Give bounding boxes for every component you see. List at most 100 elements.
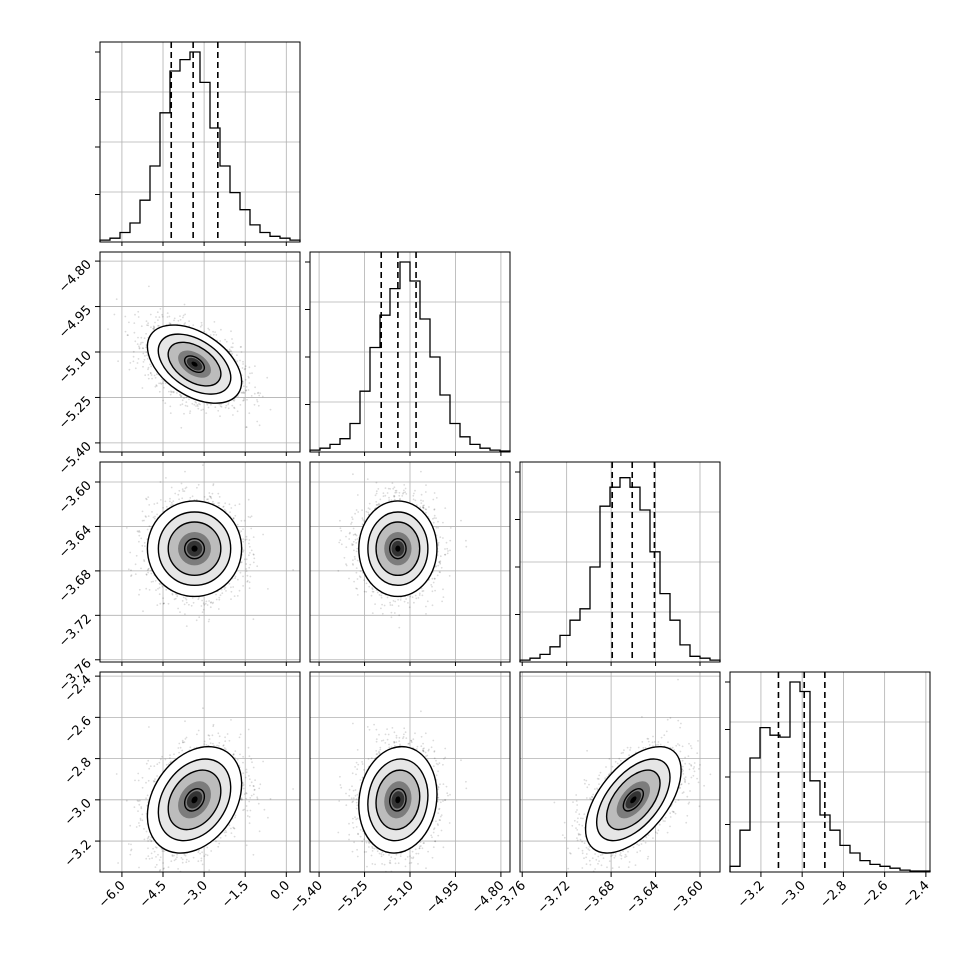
scatter-point	[163, 386, 165, 389]
scatter-point	[137, 358, 140, 360]
scatter-point	[199, 325, 202, 328]
scatter-point	[245, 535, 248, 538]
scatter-point	[159, 499, 162, 501]
scatter-point	[185, 601, 188, 604]
scatter-point	[134, 563, 137, 566]
scatter-point	[140, 336, 143, 339]
scatter-point	[169, 500, 171, 503]
scatter-point	[137, 336, 139, 339]
scatter-point	[140, 567, 142, 570]
scatter-point	[146, 357, 149, 360]
scatter-point	[197, 407, 200, 410]
scatter-point	[239, 359, 241, 362]
scatter-point	[151, 511, 153, 513]
scatter-point	[249, 552, 251, 554]
scatter-point	[179, 318, 182, 321]
scatter-point	[215, 334, 218, 336]
scatter-point	[183, 323, 186, 326]
scatter-point	[229, 511, 231, 514]
scatter-point	[155, 385, 158, 387]
scatter-point	[217, 492, 220, 495]
scatter-point	[188, 320, 190, 322]
scatter-point	[228, 582, 231, 585]
scatter-point	[354, 558, 356, 560]
scatter-point	[148, 285, 150, 288]
scatter-point	[200, 324, 203, 326]
scatter-point	[339, 527, 342, 530]
scatter-point	[223, 588, 226, 590]
scatter-point	[200, 409, 203, 411]
density-level	[191, 545, 198, 552]
scatter-point	[431, 585, 433, 588]
scatter-point	[153, 503, 156, 505]
scatter-point	[158, 586, 161, 589]
scatter-point	[249, 563, 252, 566]
scatter-point	[147, 567, 150, 570]
scatter-point	[139, 343, 142, 346]
scatter-point	[204, 602, 207, 605]
scatter-point	[420, 470, 422, 473]
scatter-point	[242, 585, 245, 587]
scatter-point	[176, 595, 179, 598]
scatter-point	[165, 477, 167, 479]
scatter-point	[257, 391, 260, 394]
scatter-point	[158, 582, 161, 585]
scatter-point	[143, 560, 146, 563]
scatter-point	[168, 315, 171, 318]
scatter-point	[159, 481, 162, 483]
scatter-point	[375, 481, 378, 484]
scatter-point	[357, 511, 360, 513]
scatter-point	[215, 593, 217, 596]
scatter-point	[183, 303, 186, 306]
scatter-point	[340, 529, 343, 532]
scatter-point	[195, 401, 198, 404]
scatter-point	[256, 420, 259, 423]
scatter-point	[149, 313, 152, 316]
scatter-point	[365, 582, 368, 585]
scatter-point	[170, 504, 172, 506]
scatter-point	[181, 399, 184, 402]
scatter-point	[185, 598, 188, 601]
scatter-point	[159, 308, 162, 310]
scatter-point	[184, 313, 186, 316]
scatter-point	[179, 611, 181, 613]
scatter-point	[225, 404, 228, 407]
scatter-point	[155, 589, 157, 591]
scatter-point	[244, 367, 247, 370]
scatter-point	[182, 490, 184, 492]
scatter-point	[152, 327, 155, 330]
scatter-point	[208, 328, 211, 331]
scatter-point	[158, 382, 160, 385]
scatter-point	[397, 605, 400, 607]
scatter-point	[147, 515, 150, 517]
scatter-point	[154, 579, 157, 582]
scatter-point	[206, 403, 209, 406]
scatter-point	[177, 493, 180, 496]
scatter-point	[141, 510, 144, 513]
scatter-point	[249, 516, 252, 519]
scatter-point	[236, 523, 239, 526]
scatter-point	[168, 390, 170, 393]
scatter-point	[153, 374, 156, 377]
scatter-point	[267, 588, 269, 590]
scatter-point	[252, 561, 255, 564]
scatter-point	[129, 551, 132, 554]
axes-frame	[99, 41, 301, 243]
scatter-point	[239, 404, 242, 406]
scatter-point	[432, 498, 435, 501]
scatter-point	[147, 571, 149, 574]
scatter-point	[206, 604, 209, 606]
scatter-point	[243, 519, 246, 522]
scatter-point	[242, 363, 245, 365]
scatter-point	[188, 603, 190, 606]
scatter-point	[190, 604, 193, 607]
scatter-point	[248, 566, 251, 569]
scatter-point	[227, 407, 230, 410]
scatter-point	[133, 331, 136, 334]
scatter-point	[161, 313, 163, 316]
scatter-point	[403, 489, 405, 492]
scatter-point	[249, 372, 251, 375]
scatter-point	[157, 324, 159, 327]
scatter-panel-2-1	[309, 461, 511, 663]
scatter-point	[242, 540, 245, 543]
